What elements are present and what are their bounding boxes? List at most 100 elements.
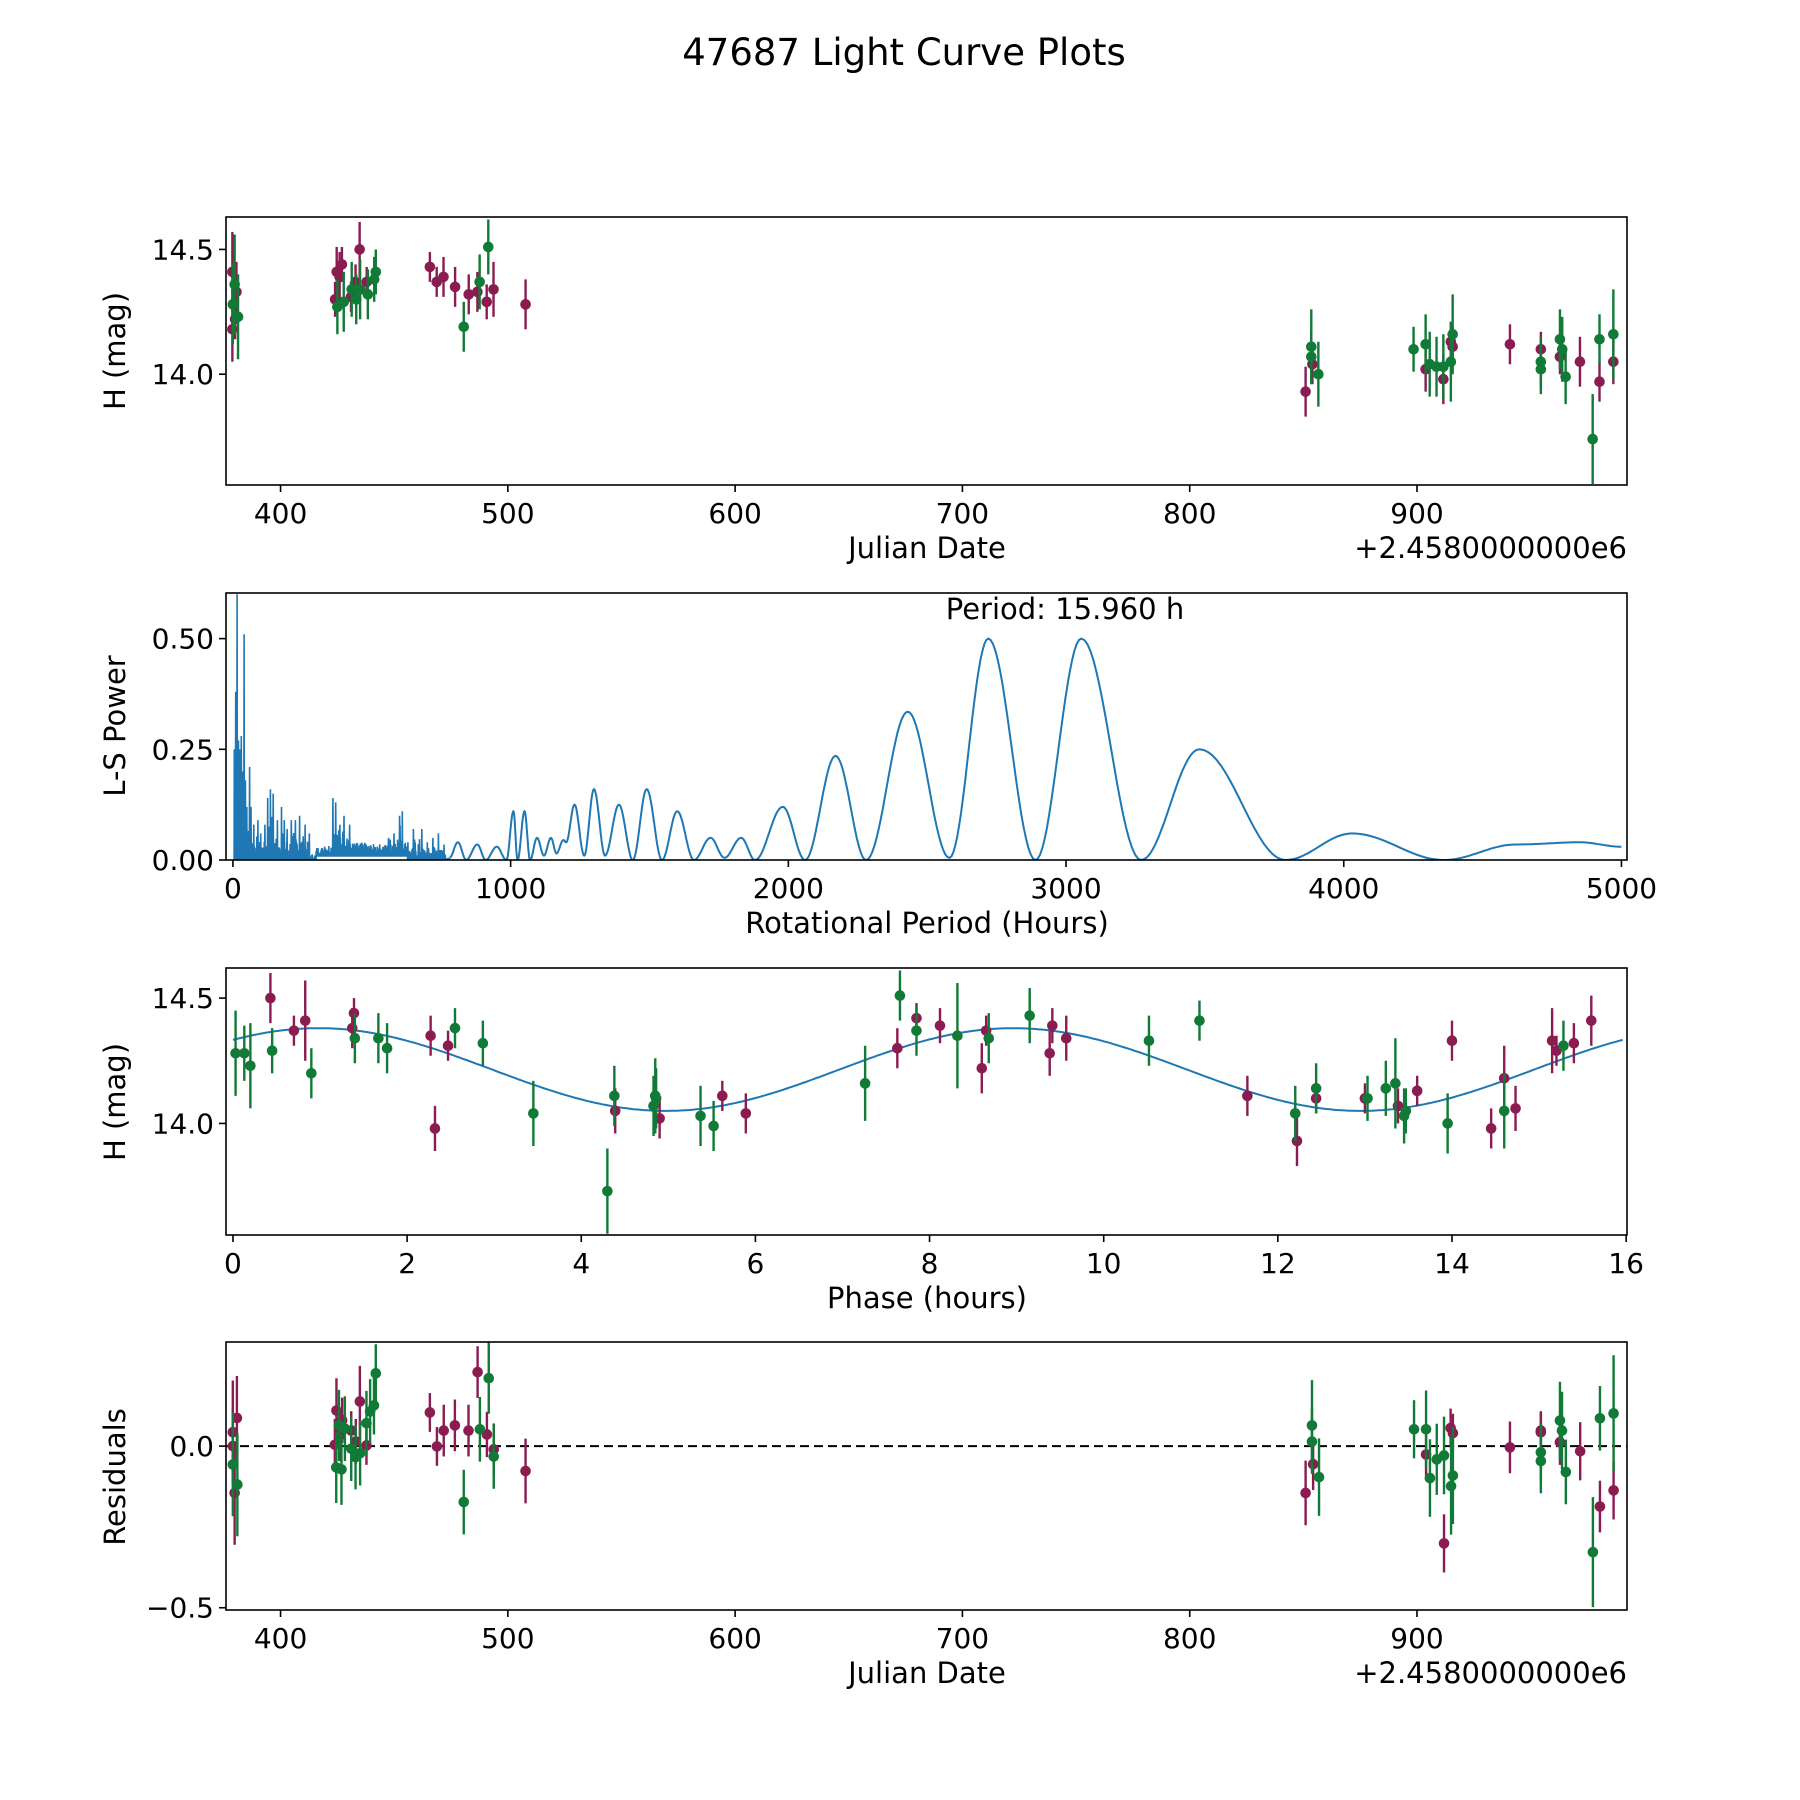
data-point [859, 1078, 871, 1089]
residuals-axes-frame [225, 1341, 1628, 1611]
data-point [346, 284, 357, 295]
data-point [1306, 1436, 1318, 1447]
data-point [474, 276, 485, 288]
data-point [609, 1090, 620, 1102]
x-tick-label: 500 [481, 1622, 534, 1655]
data-point [1586, 1015, 1597, 1026]
x-tick-label: 800 [1163, 1622, 1216, 1655]
x-tick-label: 700 [936, 497, 989, 530]
x-tick-label: 12 [1260, 1247, 1296, 1280]
phased-curve-y-label: H (mag) [98, 1043, 132, 1161]
light-curve-panel: 400 500 600 700 800 900 14.0 14.5 [152, 216, 1628, 530]
periodogram-panel: 0 1000 2000 3000 4000 5000 0.00 0.25 0.50 [152, 592, 1657, 905]
data-point [438, 1425, 450, 1436]
data-point [227, 299, 239, 310]
x-tick-label: 600 [708, 497, 761, 530]
data-point [354, 1447, 366, 1459]
data-point [602, 1185, 613, 1197]
data-point [265, 992, 276, 1004]
data-point [952, 1030, 963, 1041]
data-point [1044, 1047, 1056, 1059]
y-tick-label: 0.25 [152, 733, 214, 766]
periodogram-plot-area [232, 594, 1622, 860]
data-point [1587, 433, 1598, 445]
data-point [1594, 376, 1605, 387]
data-point [1047, 1020, 1058, 1031]
data-point [1445, 356, 1457, 368]
data-point [1313, 1471, 1325, 1483]
data-point [1560, 1466, 1572, 1478]
data-point [1446, 1035, 1458, 1047]
residuals-y-label: Residuals [98, 1408, 132, 1546]
data-point [650, 1093, 662, 1104]
data-point [1390, 1078, 1401, 1089]
x-tick-label: 900 [1390, 497, 1443, 530]
data-point [350, 294, 362, 305]
data-point [1546, 1035, 1558, 1047]
model-fit-curve [232, 1027, 1623, 1112]
data-point [1485, 1123, 1497, 1134]
data-point [288, 1025, 300, 1036]
residuals-panel: 400 500 600 700 800 900 0.0 −0.5 [146, 1341, 1628, 1655]
y-tick-label: −0.5 [146, 1592, 214, 1625]
data-point [381, 1042, 393, 1054]
x-tick-label: 600 [708, 1622, 761, 1655]
y-tick-label: 0.0 [169, 1430, 214, 1463]
x-tick-label: 400 [254, 497, 307, 530]
data-point [1556, 1425, 1568, 1436]
period-annotation: Period: 15.960 h [946, 592, 1185, 626]
phased-curve-panel: 0 2 4 6 8 10 12 14 16 14.0 14.5 [152, 967, 1644, 1280]
x-tick-label: 5000 [1586, 872, 1657, 905]
data-point [1310, 1083, 1322, 1094]
data-point [230, 1047, 241, 1059]
data-point [695, 1110, 706, 1122]
data-point [481, 296, 492, 308]
data-point [1594, 333, 1605, 345]
data-point [1408, 343, 1419, 355]
data-point [717, 1090, 728, 1102]
data-point [425, 1030, 436, 1041]
data-point [472, 1366, 483, 1378]
x-tick-label: 4 [572, 1247, 590, 1280]
x-tick-label: 900 [1390, 1622, 1443, 1655]
data-point [338, 296, 350, 308]
data-point [488, 1451, 500, 1462]
data-point [1362, 1093, 1373, 1104]
data-point [976, 1062, 988, 1074]
y-tick-label: 14.0 [152, 1107, 214, 1140]
data-point [983, 1032, 995, 1044]
data-point [370, 1368, 382, 1379]
phased-curve-plot-area [230, 970, 1623, 1234]
data-point [483, 1372, 495, 1384]
data-point [474, 1423, 486, 1435]
data-point [892, 1042, 903, 1054]
residuals-plot-area [226, 1342, 1627, 1608]
data-point [231, 1412, 243, 1424]
y-tick-label: 14.5 [152, 233, 214, 266]
data-point [1438, 1450, 1450, 1461]
data-point [245, 1060, 256, 1072]
y-tick-label: 0.50 [152, 623, 214, 656]
data-point [1445, 1480, 1457, 1492]
data-point [1420, 1423, 1432, 1435]
data-point [1574, 1445, 1586, 1457]
data-point [1300, 386, 1311, 397]
x-tick-label: 1000 [475, 872, 546, 905]
x-tick-label: 2 [398, 1247, 416, 1280]
data-point [429, 1123, 441, 1134]
data-point [442, 1040, 454, 1052]
series-filter_b [230, 970, 1569, 1234]
x-tick-label: 3000 [1030, 872, 1101, 905]
light-curve-plot-area [227, 219, 1619, 485]
data-point [354, 244, 365, 255]
data-point [1380, 1083, 1392, 1094]
x-tick-label: 500 [481, 497, 534, 530]
data-point [232, 1479, 243, 1490]
data-point [345, 1443, 357, 1454]
data-point [370, 266, 382, 278]
x-tick-label: 16 [1608, 1247, 1644, 1280]
data-point [232, 311, 244, 323]
data-point [458, 321, 470, 333]
data-point [1608, 328, 1619, 340]
data-point [354, 1396, 366, 1407]
